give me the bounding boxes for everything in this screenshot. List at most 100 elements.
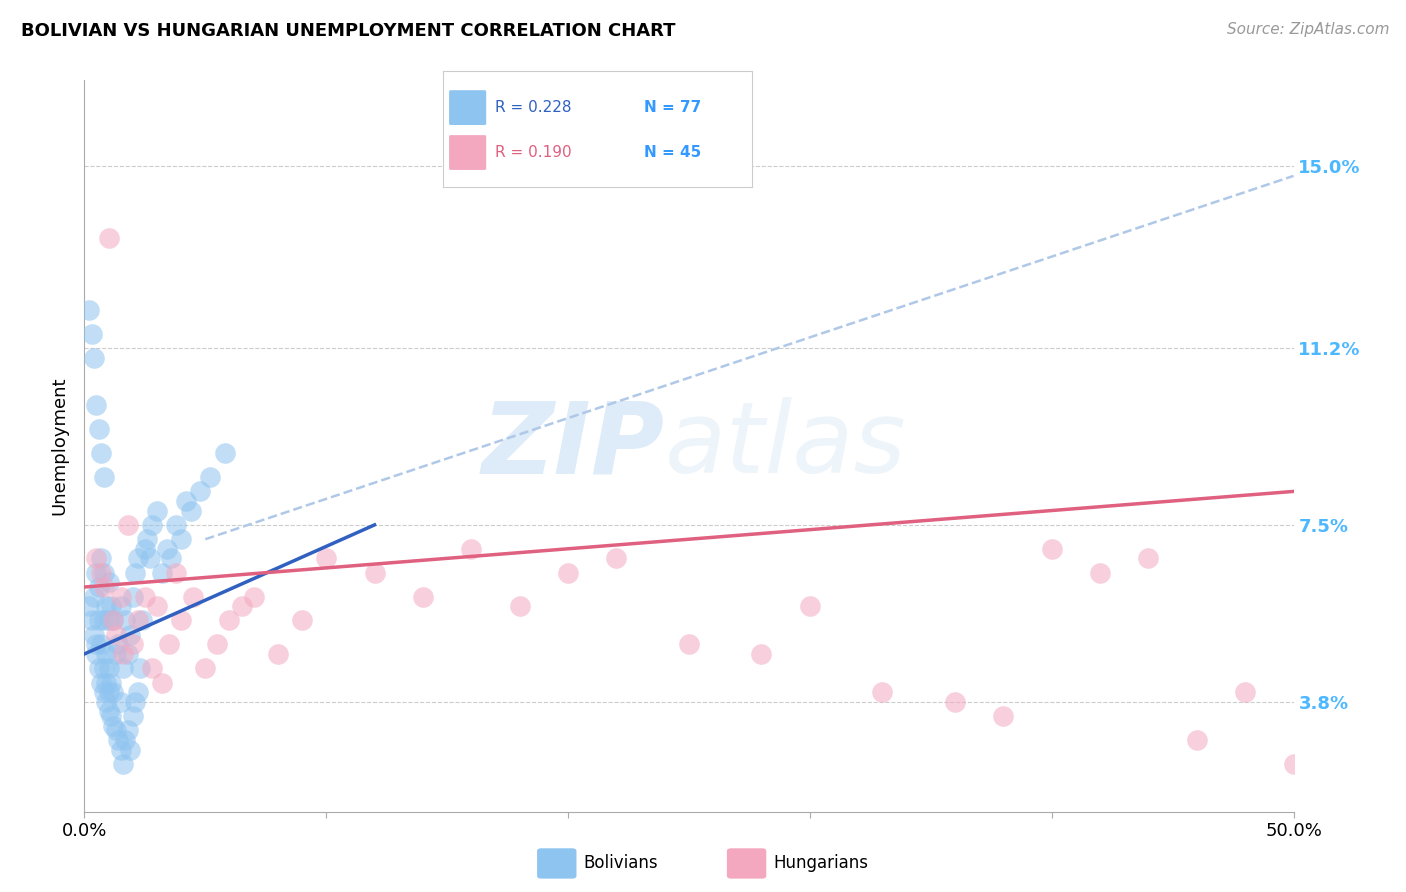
Point: [80, 326, 103, 341]
Point: [557, 566, 579, 580]
Point: [93, 685, 115, 699]
Point: [86, 566, 108, 580]
Point: [117, 723, 139, 738]
Point: [231, 599, 253, 614]
Point: [100, 709, 122, 723]
Point: [83, 628, 105, 642]
Point: [363, 566, 385, 580]
Point: [80, 614, 103, 628]
Point: [121, 709, 143, 723]
Point: [150, 675, 173, 690]
Point: [509, 599, 531, 614]
Point: [165, 517, 187, 532]
Point: [1234, 685, 1257, 699]
Point: [97, 575, 120, 590]
Point: [1185, 733, 1208, 747]
Point: [207, 637, 229, 651]
Point: [134, 590, 156, 604]
Point: [87, 661, 110, 675]
Point: [104, 723, 127, 738]
Point: [93, 661, 115, 675]
Point: [180, 503, 202, 517]
Point: [87, 614, 110, 628]
Point: [100, 675, 122, 690]
Point: [242, 590, 264, 604]
Text: Bolivians: Bolivians: [583, 855, 658, 872]
Point: [94, 647, 117, 661]
Point: [138, 551, 160, 566]
Point: [678, 637, 700, 651]
Point: [198, 470, 221, 484]
Point: [112, 647, 135, 661]
FancyBboxPatch shape: [449, 135, 486, 169]
Point: [141, 661, 163, 675]
Point: [114, 614, 136, 628]
Point: [86, 647, 108, 661]
Point: [90, 637, 112, 651]
Point: [103, 719, 125, 733]
Text: BOLIVIAN VS HUNGARIAN UNEMPLOYMENT CORRELATION CHART: BOLIVIAN VS HUNGARIAN UNEMPLOYMENT CORRE…: [21, 22, 676, 40]
Point: [181, 590, 204, 604]
Point: [412, 590, 434, 604]
Point: [127, 685, 149, 699]
Point: [127, 551, 149, 566]
Point: [174, 494, 197, 508]
Point: [120, 742, 142, 756]
Point: [170, 533, 193, 547]
Point: [165, 566, 187, 580]
Point: [291, 614, 314, 628]
Point: [124, 566, 146, 580]
Point: [150, 566, 173, 580]
Point: [97, 685, 120, 699]
Point: [315, 551, 337, 566]
Text: Source: ZipAtlas.com: Source: ZipAtlas.com: [1226, 22, 1389, 37]
Point: [943, 695, 966, 709]
Point: [751, 647, 773, 661]
Text: atlas: atlas: [665, 398, 907, 494]
Point: [90, 566, 112, 580]
Point: [86, 551, 108, 566]
Point: [134, 541, 156, 556]
Point: [93, 614, 115, 628]
Point: [1137, 551, 1160, 566]
Point: [267, 647, 290, 661]
Point: [155, 541, 177, 556]
Point: [110, 599, 132, 614]
Text: Hungarians: Hungarians: [773, 855, 869, 872]
Point: [1282, 756, 1305, 771]
Y-axis label: Unemployment: Unemployment: [51, 376, 69, 516]
Point: [87, 580, 110, 594]
Point: [190, 484, 212, 499]
Point: [799, 599, 821, 614]
Point: [83, 351, 105, 365]
Point: [121, 637, 143, 651]
Point: [86, 637, 108, 651]
Text: N = 45: N = 45: [644, 145, 702, 160]
Point: [97, 661, 120, 675]
Point: [160, 551, 183, 566]
Point: [112, 756, 135, 771]
Point: [97, 231, 120, 245]
Point: [124, 695, 146, 709]
Point: [107, 733, 129, 747]
Point: [218, 614, 240, 628]
Point: [110, 695, 132, 709]
Point: [93, 566, 115, 580]
Point: [104, 647, 127, 661]
Point: [93, 580, 115, 594]
Point: [170, 614, 193, 628]
Point: [103, 614, 125, 628]
Point: [86, 398, 108, 412]
Point: [90, 551, 112, 566]
Point: [94, 675, 117, 690]
Point: [93, 470, 115, 484]
Point: [146, 599, 169, 614]
Point: [146, 503, 169, 517]
Point: [90, 446, 112, 460]
Point: [100, 599, 122, 614]
Text: R = 0.190: R = 0.190: [495, 145, 572, 160]
Point: [131, 614, 153, 628]
Text: R = 0.228: R = 0.228: [495, 100, 572, 115]
Text: N = 77: N = 77: [644, 100, 702, 115]
Point: [94, 695, 117, 709]
